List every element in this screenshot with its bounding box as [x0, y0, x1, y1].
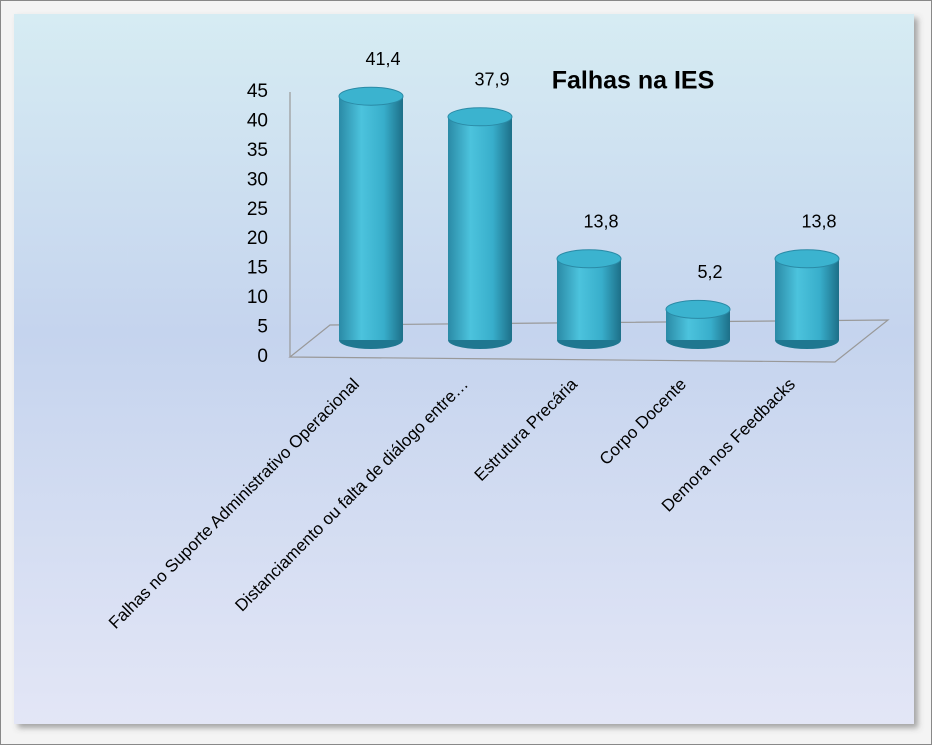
bar-top [338, 86, 404, 106]
value-label: 37,9 [474, 70, 509, 90]
bar-top [665, 299, 731, 319]
floor [288, 319, 890, 363]
value-label: 13,8 [801, 211, 836, 231]
y-tick-label: 5 [257, 317, 268, 338]
bar [339, 96, 403, 340]
bar-top [774, 249, 840, 269]
y-tick-label: 20 [247, 228, 268, 249]
value-label: 13,8 [583, 211, 618, 231]
y-tick-label: 45 [247, 81, 268, 102]
bar-top [447, 107, 513, 127]
y-tick-label: 15 [247, 258, 268, 279]
chart-title: Falhas na IES [552, 67, 715, 95]
y-tick-label: 10 [247, 287, 268, 308]
value-label: 41,4 [365, 49, 400, 69]
y-tick-label: 35 [247, 140, 268, 161]
y-tick-label: 40 [247, 110, 268, 131]
bar [557, 258, 621, 340]
y-tick-label: 0 [257, 346, 268, 367]
y-tick-label: 30 [247, 169, 268, 190]
bar-top [556, 249, 622, 269]
y-tick-label: 25 [247, 199, 268, 220]
value-label: 5,2 [697, 262, 722, 282]
bar [448, 116, 512, 340]
bar [775, 258, 839, 340]
